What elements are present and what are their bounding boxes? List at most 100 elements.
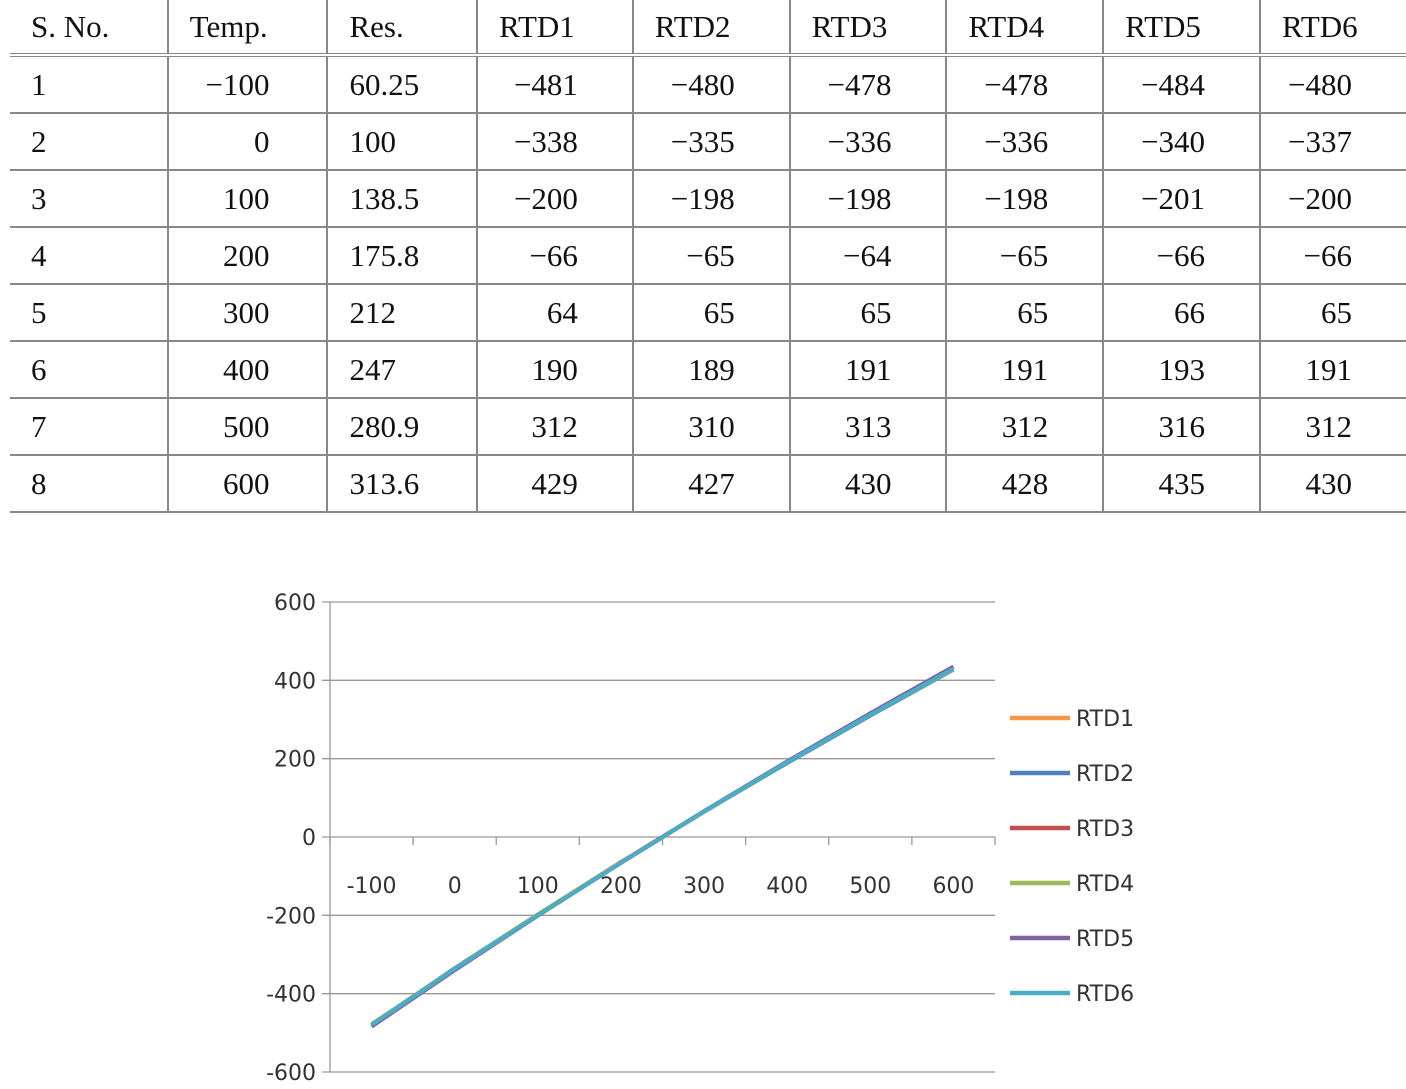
rtd-data-table: S. No. Temp. Res. RTD1 RTD2 RTD3 RTD4 RTD5 RTD6 … <box>10 0 1406 513</box>
table-cell: 429 <box>476 455 633 512</box>
y-tick-label: 400 <box>274 669 316 694</box>
table-cell: 430 <box>1259 455 1406 512</box>
table-cell: 300 <box>166 284 328 341</box>
table-row: 7 500 280.9 312 310 313 312 316 312 <box>10 398 1406 455</box>
table-cell: 430 <box>788 455 947 512</box>
table-cell: −200 <box>476 170 633 227</box>
y-tick-label: 200 <box>274 748 316 773</box>
table-cell: 435 <box>1102 455 1261 512</box>
table-cell: −66 <box>476 227 633 284</box>
table-cell: 1 <box>31 66 47 102</box>
table-cell: 5 <box>31 294 47 330</box>
table-cell: −198 <box>945 170 1104 227</box>
table-cell: 500 <box>166 398 328 455</box>
table-cell: −66 <box>1102 227 1261 284</box>
table-cell: 66 <box>1102 284 1261 341</box>
table-cell: −478 <box>945 55 1104 113</box>
legend-label: RTD6 <box>1076 982 1134 1007</box>
y-tick-label: -400 <box>266 983 316 1008</box>
table-cell: 427 <box>631 455 790 512</box>
legend-label: RTD2 <box>1076 762 1134 787</box>
table-row: 5 300 212 64 65 65 65 66 65 <box>10 284 1406 341</box>
column-header: RTD1 <box>476 0 633 57</box>
legend-label: RTD4 <box>1076 872 1134 897</box>
table-cell: 400 <box>166 341 328 398</box>
table-cell: 600 <box>166 455 328 512</box>
x-tick-label: 600 <box>932 874 974 899</box>
table-cell: −65 <box>945 227 1104 284</box>
table-cell: −336 <box>788 113 947 170</box>
table-cell: −335 <box>631 113 790 170</box>
y-tick-label: 600 <box>274 591 316 616</box>
column-header: RTD4 <box>945 0 1104 57</box>
x-tick-label: 500 <box>849 874 891 899</box>
table-cell: −484 <box>1102 55 1261 113</box>
series-line-rtd5 <box>370 664 955 1029</box>
table-cell: 0 <box>166 113 328 170</box>
table-cell: 280.9 <box>326 398 478 455</box>
table-cell: 3 <box>31 180 47 216</box>
column-header: S. No. <box>10 0 168 57</box>
table-cell: −65 <box>631 227 790 284</box>
table-cell: −66 <box>1259 227 1406 284</box>
table-cell: 312 <box>945 398 1104 455</box>
y-tick-label: -200 <box>266 904 316 929</box>
table-cell: −480 <box>631 55 790 113</box>
legend-label: RTD1 <box>1076 707 1134 732</box>
table-cell: −478 <box>788 55 947 113</box>
x-tick-label: 300 <box>683 874 725 899</box>
series-line-rtd2 <box>370 668 955 1027</box>
table-cell: 191 <box>788 341 947 398</box>
table-cell: −64 <box>788 227 947 284</box>
y-tick-label: -600 <box>266 1061 316 1086</box>
table-cell: 65 <box>788 284 947 341</box>
x-tick-label: 100 <box>517 874 559 899</box>
table-cell: 100 <box>326 113 478 170</box>
table-cell: −100 <box>166 55 328 113</box>
y-tick-label: 0 <box>302 826 316 851</box>
table-header-row: S. No. Temp. Res. RTD1 RTD2 RTD3 RTD4 RTD5 RTD6 <box>10 0 1406 57</box>
table-row: 4 200 175.8 −66 −65 −64 −65 −66 −66 <box>10 227 1406 284</box>
series-line-rtd3 <box>370 666 955 1026</box>
table-cell: 175.8 <box>326 227 478 284</box>
table-row: 2 0 100 −338 −335 −336 −336 −340 −337 <box>10 113 1406 170</box>
table-cell: 191 <box>945 341 1104 398</box>
table-cell: −480 <box>1259 55 1406 113</box>
table-cell: 100 <box>166 170 328 227</box>
x-tick-label: 200 <box>600 874 642 899</box>
table-cell: 247 <box>326 341 478 398</box>
table-cell: 7 <box>31 408 47 444</box>
table-cell: 190 <box>476 341 633 398</box>
table-cell: −337 <box>1259 113 1406 170</box>
table-cell: 65 <box>1259 284 1406 341</box>
table-cell: 2 <box>31 123 47 159</box>
table-cell: −200 <box>1259 170 1406 227</box>
table-row: 1 −100 60.25 −481 −480 −478 −478 −484 −480 <box>10 55 1406 113</box>
legend-label: RTD3 <box>1076 817 1134 842</box>
table-cell: 8 <box>31 465 47 501</box>
table-cell: −198 <box>631 170 790 227</box>
x-tick-label: 400 <box>766 874 808 899</box>
legend-label: RTD5 <box>1076 927 1134 952</box>
column-header: Temp. <box>166 0 328 57</box>
x-tick-label: 0 <box>448 874 462 899</box>
table-row: 6 400 247 190 189 191 191 193 191 <box>10 341 1406 398</box>
table-cell: −340 <box>1102 113 1261 170</box>
series-line-rtd1 <box>370 667 955 1028</box>
table-cell: 65 <box>945 284 1104 341</box>
column-header: RTD3 <box>788 0 947 57</box>
table-cell: 313 <box>788 398 947 455</box>
table-cell: −201 <box>1102 170 1261 227</box>
table-cell: 4 <box>31 237 47 273</box>
table-cell: 138.5 <box>326 170 478 227</box>
table-cell: 60.25 <box>326 55 478 113</box>
table-cell: 428 <box>945 455 1104 512</box>
table-cell: 312 <box>476 398 633 455</box>
column-header: RTD6 <box>1259 0 1406 57</box>
series-line-rtd4 <box>370 667 955 1026</box>
table-cell: −481 <box>476 55 633 113</box>
table-cell: 64 <box>476 284 633 341</box>
series-line-rtd6 <box>370 666 955 1027</box>
table-cell: 310 <box>631 398 790 455</box>
table-cell: 191 <box>1259 341 1406 398</box>
